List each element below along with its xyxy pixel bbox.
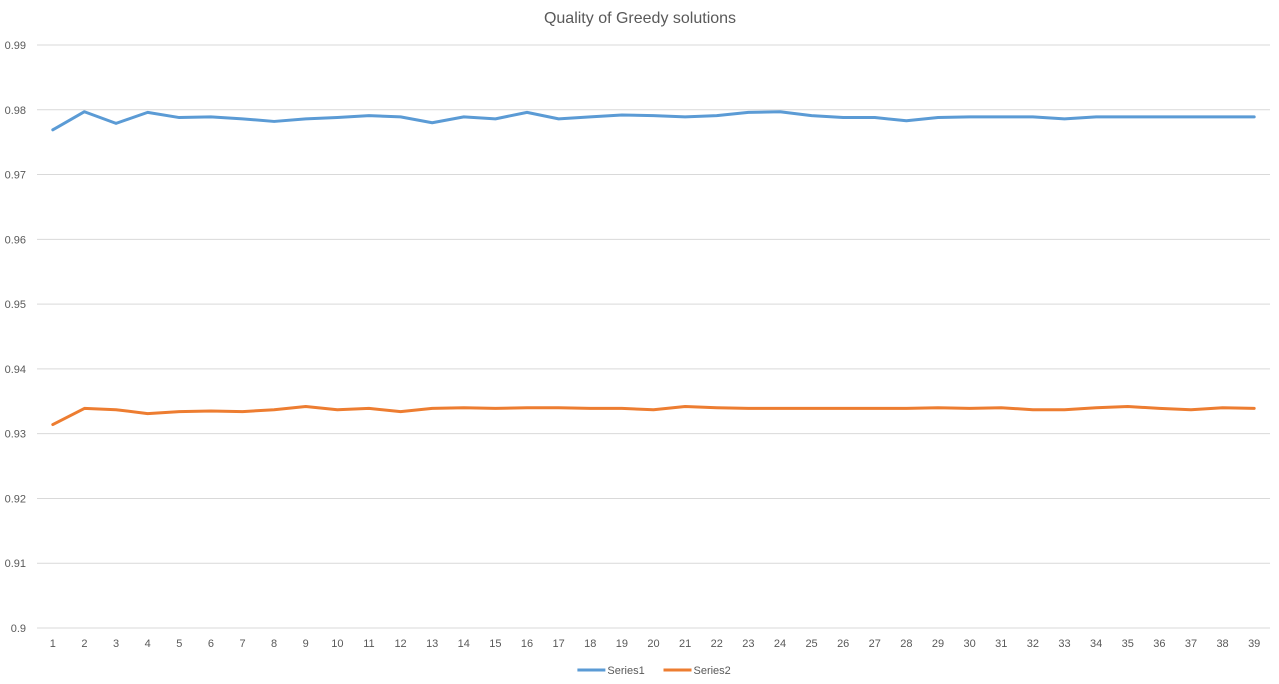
y-tick-label: 0.97 <box>5 170 26 182</box>
x-tick-label: 17 <box>553 638 565 650</box>
x-tick-label: 21 <box>679 638 691 650</box>
chart-title: Quality of Greedy solutions <box>544 10 736 27</box>
x-tick-label: 6 <box>208 638 214 650</box>
y-tick-label: 0.99 <box>5 40 26 52</box>
x-tick-label: 32 <box>1027 638 1039 650</box>
x-tick-label: 35 <box>1122 638 1134 650</box>
x-tick-label: 39 <box>1248 638 1260 650</box>
x-tick-label: 13 <box>426 638 438 650</box>
x-tick-label: 22 <box>711 638 723 650</box>
x-tick-label: 18 <box>584 638 596 650</box>
y-tick-label: 0.92 <box>5 493 26 505</box>
y-tick-label: 0.93 <box>5 429 26 441</box>
x-tick-label: 30 <box>964 638 976 650</box>
x-axis-ticks: 1 2 3 4 5 6 7 8 9 10 11 12 13 14 15 16 17 18 19 20 21 22 23 24 2… <box>50 638 1261 650</box>
x-tick-label: 31 <box>995 638 1007 650</box>
y-tick-label: 0.94 <box>5 364 26 376</box>
x-tick-label: 36 <box>1153 638 1165 650</box>
x-tick-label: 14 <box>458 638 470 650</box>
series-line-1 <box>51 110 1256 132</box>
x-tick-label: 33 <box>1058 638 1070 650</box>
legend: Series1 Series2 <box>577 665 731 677</box>
x-tick-label: 9 <box>303 638 309 650</box>
y-axis-ticks: 0.9 0.91 0.92 0.93 0.94 0.95 0.96 0.97 0.98 0.99 <box>5 40 26 635</box>
x-tick-label: 1 <box>50 638 56 650</box>
x-tick-label: 16 <box>521 638 533 650</box>
legend-item-1: Series1 <box>577 665 645 677</box>
x-tick-label: 15 <box>489 638 501 650</box>
y-tick-label: 0.95 <box>5 299 26 311</box>
y-tick-label: 0.98 <box>5 105 26 117</box>
x-tick-label: 3 <box>113 638 119 650</box>
x-tick-label: 2 <box>81 638 87 650</box>
x-tick-label: 20 <box>647 638 659 650</box>
x-tick-label: 7 <box>239 638 245 650</box>
x-tick-label: 28 <box>900 638 912 650</box>
x-tick-label: 24 <box>774 638 786 650</box>
x-tick-label: 19 <box>616 638 628 650</box>
legend-label: Series1 <box>607 665 644 677</box>
x-tick-label: 37 <box>1185 638 1197 650</box>
x-tick-label: 4 <box>145 638 151 650</box>
x-tick-label: 38 <box>1216 638 1228 650</box>
gridlines <box>37 44 1270 629</box>
x-tick-label: 25 <box>805 638 817 650</box>
x-tick-label: 8 <box>271 638 277 650</box>
x-tick-label: 27 <box>869 638 881 650</box>
legend-item-2: Series2 <box>663 665 731 677</box>
series-line-2 <box>51 404 1256 427</box>
x-tick-label: 34 <box>1090 638 1102 650</box>
y-tick-label: 0.9 <box>11 623 26 635</box>
x-tick-label: 26 <box>837 638 849 650</box>
y-tick-label: 0.96 <box>5 234 26 246</box>
x-tick-label: 23 <box>742 638 754 650</box>
legend-label: Series2 <box>694 665 731 677</box>
x-tick-label: 11 <box>363 638 374 650</box>
x-tick-label: 29 <box>932 638 944 650</box>
series-lines <box>51 110 1256 427</box>
x-tick-label: 5 <box>176 638 182 650</box>
y-tick-label: 0.91 <box>5 558 26 570</box>
x-tick-label: 10 <box>331 638 343 650</box>
x-tick-label: 12 <box>394 638 406 650</box>
